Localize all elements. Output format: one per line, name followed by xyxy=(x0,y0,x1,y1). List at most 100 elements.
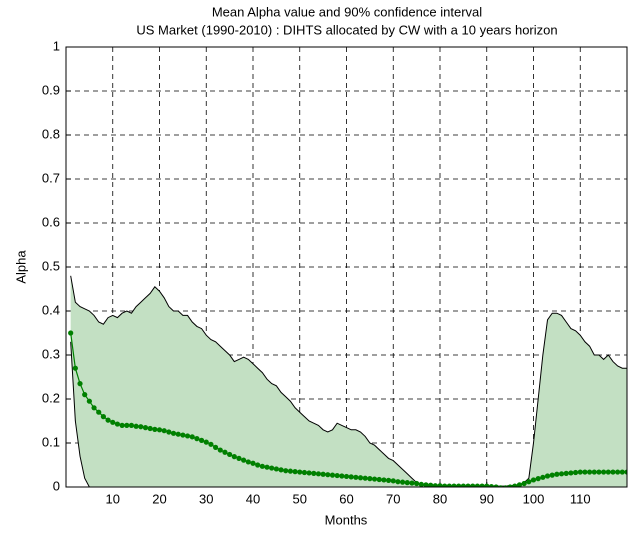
mean-point xyxy=(568,470,574,476)
mean-point xyxy=(432,483,438,487)
x-tick-label: 100 xyxy=(523,491,545,506)
y-tick-label: 0.6 xyxy=(42,214,60,229)
mean-point xyxy=(544,473,551,479)
mean-point xyxy=(301,469,308,476)
mean-point xyxy=(334,472,340,479)
mean-point xyxy=(367,476,373,482)
mean-point xyxy=(624,469,627,475)
mean-point xyxy=(297,469,303,475)
confidence-band xyxy=(70,275,627,487)
chart-subtitle: US Market (1990-2010) : DIHTS allocated … xyxy=(136,22,557,37)
tick-labels: 10 20 30 40 50 60 70 80 90 100 110 0 0.1 0.2 0.3 0.4 0.5… xyxy=(42,38,591,506)
mean-point xyxy=(96,409,102,415)
mean-point xyxy=(479,483,485,487)
mean-point xyxy=(563,470,569,476)
mean-point xyxy=(456,483,462,487)
mean-point xyxy=(222,449,228,455)
x-tick-label: 10 xyxy=(106,491,120,506)
x-tick-label: 40 xyxy=(246,491,260,506)
mean-point xyxy=(381,477,387,483)
x-tick-label: 90 xyxy=(480,491,494,506)
y-axis-label: Alpha xyxy=(13,250,28,284)
mean-point xyxy=(474,483,480,487)
mean-point xyxy=(236,455,242,461)
mean-point xyxy=(526,479,532,485)
mean-point xyxy=(292,469,298,475)
mean-point xyxy=(86,398,92,404)
mean-point xyxy=(264,464,270,470)
mean-point xyxy=(619,469,625,475)
y-tick-label: 0.8 xyxy=(42,126,60,141)
mean-point xyxy=(521,480,527,487)
mean-point xyxy=(558,471,565,477)
mean-point xyxy=(376,476,382,483)
mean-point xyxy=(250,460,256,466)
mean-point xyxy=(105,417,111,423)
mean-point xyxy=(245,459,251,465)
mean-point xyxy=(269,465,275,471)
mean-point xyxy=(596,469,602,475)
x-axis-label: Months xyxy=(325,512,368,527)
mean-point xyxy=(189,434,195,440)
mean-point xyxy=(615,469,621,475)
mean-point xyxy=(124,422,130,428)
mean-point xyxy=(114,421,121,427)
mean-point xyxy=(470,483,476,487)
mean-point xyxy=(100,414,106,420)
mean-point xyxy=(446,483,452,487)
mean-point xyxy=(110,419,116,425)
mean-point xyxy=(582,469,588,475)
mean-point xyxy=(409,480,415,486)
y-tick-label: 0.7 xyxy=(42,170,60,185)
mean-point xyxy=(287,468,293,474)
mean-point xyxy=(68,330,74,336)
mean-point xyxy=(488,483,495,487)
mean-point xyxy=(133,423,139,429)
y-tick-label: 0.9 xyxy=(42,82,60,97)
mean-point xyxy=(152,426,158,432)
mean-point xyxy=(400,479,406,485)
mean-point xyxy=(320,471,326,477)
mean-point xyxy=(156,427,163,433)
mean-point xyxy=(577,469,583,475)
mean-point xyxy=(142,425,149,431)
plot xyxy=(68,275,627,487)
mean-point xyxy=(259,463,265,469)
x-tick-label: 70 xyxy=(386,491,400,506)
y-tick-label: 0.4 xyxy=(42,302,60,317)
mean-point xyxy=(390,478,396,484)
mean-point xyxy=(128,422,135,428)
mean-point xyxy=(82,392,88,398)
mean-point xyxy=(465,483,471,487)
mean-point xyxy=(451,483,457,487)
mean-point xyxy=(395,479,401,485)
mean-point xyxy=(231,454,237,460)
mean-point xyxy=(371,476,378,482)
mean-point xyxy=(353,474,359,480)
upper-bound-line xyxy=(70,275,627,487)
y-tick-label: 0.2 xyxy=(42,390,60,405)
mean-point xyxy=(339,473,345,479)
mean-point xyxy=(241,457,247,463)
mean-point xyxy=(428,482,434,487)
x-tick-label: 80 xyxy=(433,491,447,506)
mean-point xyxy=(138,424,144,430)
mean-point xyxy=(278,467,284,473)
mean-point xyxy=(572,469,579,476)
mean-point xyxy=(587,469,593,475)
mean-point xyxy=(217,447,223,453)
mean-point xyxy=(516,482,523,487)
mean-point xyxy=(283,468,289,474)
y-tick-label: 0 xyxy=(53,478,60,493)
x-tick-label: 20 xyxy=(152,491,166,506)
mean-point xyxy=(227,451,233,458)
mean-point xyxy=(348,474,354,480)
mean-point xyxy=(311,470,317,476)
y-tick-label: 0.3 xyxy=(42,346,60,361)
mean-point xyxy=(357,475,364,481)
mean-point xyxy=(147,425,153,432)
mean-point xyxy=(273,466,279,472)
mean-point xyxy=(306,470,312,476)
mean-point xyxy=(203,439,209,445)
